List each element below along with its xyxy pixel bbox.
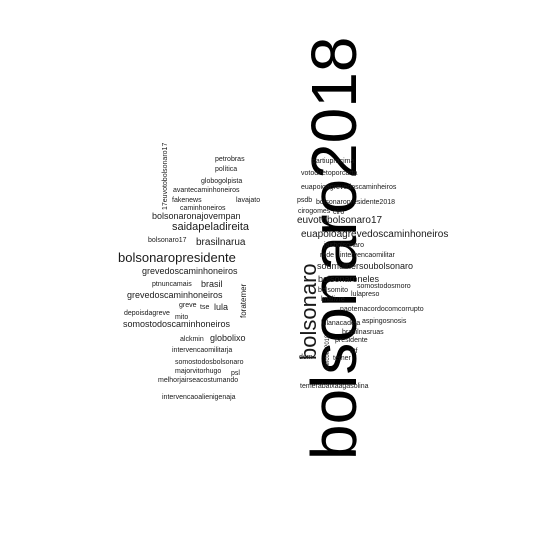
word-somostodoscaminhoneiros: somostodoscaminhoneiros bbox=[123, 319, 231, 329]
word-majorvitorhugo: majorvitorhugo bbox=[175, 368, 222, 375]
word-lula: lula bbox=[214, 302, 229, 312]
word-rede: rede bbox=[320, 252, 335, 259]
word-tse: tse bbox=[200, 304, 210, 311]
word-depoisdagreve: depoisdagreve bbox=[124, 310, 170, 317]
word-somostodosmoro: somostodosmoro bbox=[357, 283, 411, 290]
word-cirogomes: cirogomes bbox=[298, 208, 331, 215]
word-ptnuncamais: ptnuncamais bbox=[152, 281, 192, 288]
word-saidapeladireita: saidapeladireita bbox=[172, 221, 250, 233]
word-psl: psl bbox=[231, 370, 240, 377]
word-brasil: brasil bbox=[201, 279, 223, 289]
word-intervencaomilitarja: intervencaomilitarja bbox=[172, 347, 233, 354]
word-euvotobolsonaro17-vertical: 17euvotobolsonaro17 bbox=[162, 142, 169, 210]
word-bolsonaro: bolsonaro bbox=[296, 263, 321, 360]
word-temer: temer bbox=[333, 355, 351, 362]
word-bolsonaro17: bolsonaro17 bbox=[148, 237, 187, 244]
word-lulapreso: lulapreso bbox=[351, 291, 380, 298]
word-dem: dem bbox=[299, 354, 313, 361]
word-ciro: ciro bbox=[333, 209, 345, 216]
word-euapoioagrevedoscaminheiros: euapoioagrevedoscaminheiros bbox=[301, 184, 397, 191]
word-bolsonaropresidente2018: bolsonaropresidente2018 bbox=[316, 199, 396, 206]
word-intervencaomilitar: intervencaomilitar bbox=[340, 252, 395, 259]
word-stf: stf bbox=[350, 348, 358, 355]
word-temerabaixaagasolina: temerabaixaagasolina bbox=[300, 383, 369, 390]
word-intervencaoalienigenaja: intervencaoalienigenaja bbox=[162, 394, 236, 401]
word-globolixo: globolixo bbox=[210, 333, 246, 343]
word-politica: política bbox=[215, 166, 238, 173]
word-bolsonaroneles: bolsonaroneles bbox=[318, 274, 380, 284]
word-aspingosnosis: aspingosnosis bbox=[362, 318, 407, 325]
word-foratemer: foratemer bbox=[239, 283, 248, 318]
word-grevedoscaminhoneiros-a: grevedoscaminhoneiros bbox=[142, 266, 238, 276]
word-melhorjairseacostumando: melhorjairseacostumando bbox=[158, 377, 239, 384]
word-brasilnarua: brasilnarua bbox=[196, 237, 246, 248]
word-brasilnasruas: brasilnasruas bbox=[342, 329, 384, 336]
word-bolsonaronajovempan: bolsonaronajovempan bbox=[152, 211, 241, 221]
word-petrobras: petrobras bbox=[215, 156, 245, 163]
word-avantecaminhoneiros: avantecaminhoneiros bbox=[173, 187, 240, 194]
word-presidente: presidente bbox=[335, 337, 368, 344]
word-caminhoneiros: caminhoneiros bbox=[180, 205, 226, 212]
word-grevedoscaminhoneiros-b: grevedoscaminhoneiros bbox=[127, 290, 223, 300]
word-fakenews: fakenews bbox=[172, 197, 202, 204]
word-eleicoes2018: eleicoes2018 bbox=[325, 334, 331, 370]
word-psdb: psdb bbox=[297, 197, 313, 204]
word-soumulhersoubolsonaro: soumulhersoubolsonaro bbox=[317, 261, 414, 271]
word-lavajato: lavajato bbox=[236, 197, 261, 204]
word-mito: mito bbox=[175, 314, 189, 321]
word-euapoioagrevedoscaminhoneiros: euapoioagrevedoscaminhoneiros bbox=[301, 229, 449, 240]
word-jairbolsonaro: jairbolsonaro bbox=[324, 242, 365, 249]
word-bolsonaropresidente: bolsonaropresidente bbox=[118, 250, 236, 265]
word-globogolpista: globogolpista bbox=[201, 178, 243, 185]
word-lulalivre: lulalivre bbox=[321, 296, 345, 303]
word-lulanacadeia: lulanacadeia bbox=[321, 320, 361, 327]
word-alckmin: alckmin bbox=[180, 336, 204, 343]
word-somostodosbolsonaro: somostodosbolsonaro bbox=[175, 359, 244, 366]
word-greve: greve bbox=[179, 302, 197, 309]
word-partiupracima: partiupracima bbox=[312, 158, 355, 165]
word-naotemacordocomcorrupto: naotemacordocomcorrupto bbox=[340, 306, 424, 313]
word-bolsomito: bolsomito bbox=[318, 287, 348, 294]
word-votodiretoporcarta: votodiretoporcarta bbox=[301, 170, 358, 177]
word-euvotobolsonaro17: euvotobolsonaro17 bbox=[297, 215, 383, 226]
